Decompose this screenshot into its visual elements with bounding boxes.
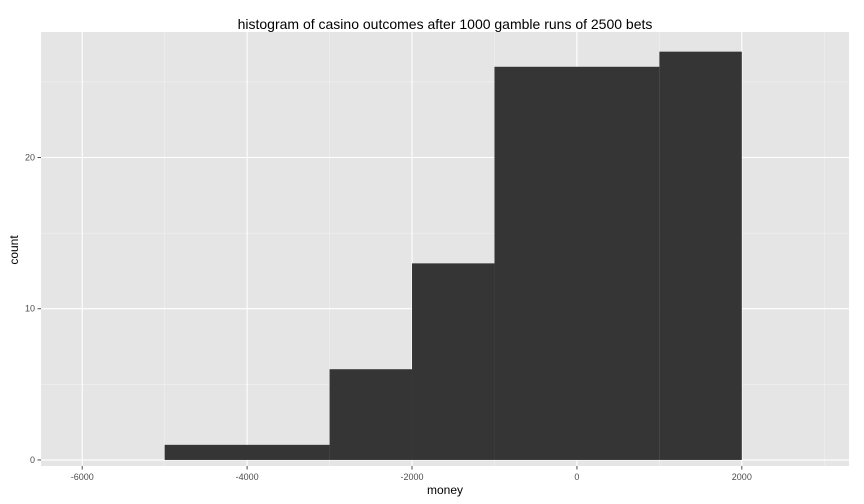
x-tick-label: -6000 [71, 472, 94, 482]
histogram-bar-5 [659, 51, 742, 460]
chart-title: histogram of casino outcomes after 1000 … [238, 16, 653, 32]
x-tick-label: -2000 [401, 472, 424, 482]
histogram-bar-4 [494, 66, 660, 460]
histogram-bar-1 [164, 444, 330, 460]
y-tick-label: 0 [30, 455, 35, 465]
histogram-bar-3 [412, 263, 495, 460]
histogram-bar-2 [329, 369, 413, 460]
x-tick-label: 0 [574, 472, 579, 482]
y-tick-label: 10 [25, 304, 35, 314]
y-tick-label: 20 [25, 153, 35, 163]
histogram-bars [164, 51, 742, 460]
x-tick-label: -4000 [236, 472, 259, 482]
x-axis: -6000 -4000 -2000 0 2000 [71, 466, 752, 482]
y-axis: 0 10 20 [25, 153, 41, 465]
x-tick-label: 2000 [732, 472, 752, 482]
x-axis-title: money [427, 483, 463, 497]
y-axis-title: count [7, 235, 21, 265]
